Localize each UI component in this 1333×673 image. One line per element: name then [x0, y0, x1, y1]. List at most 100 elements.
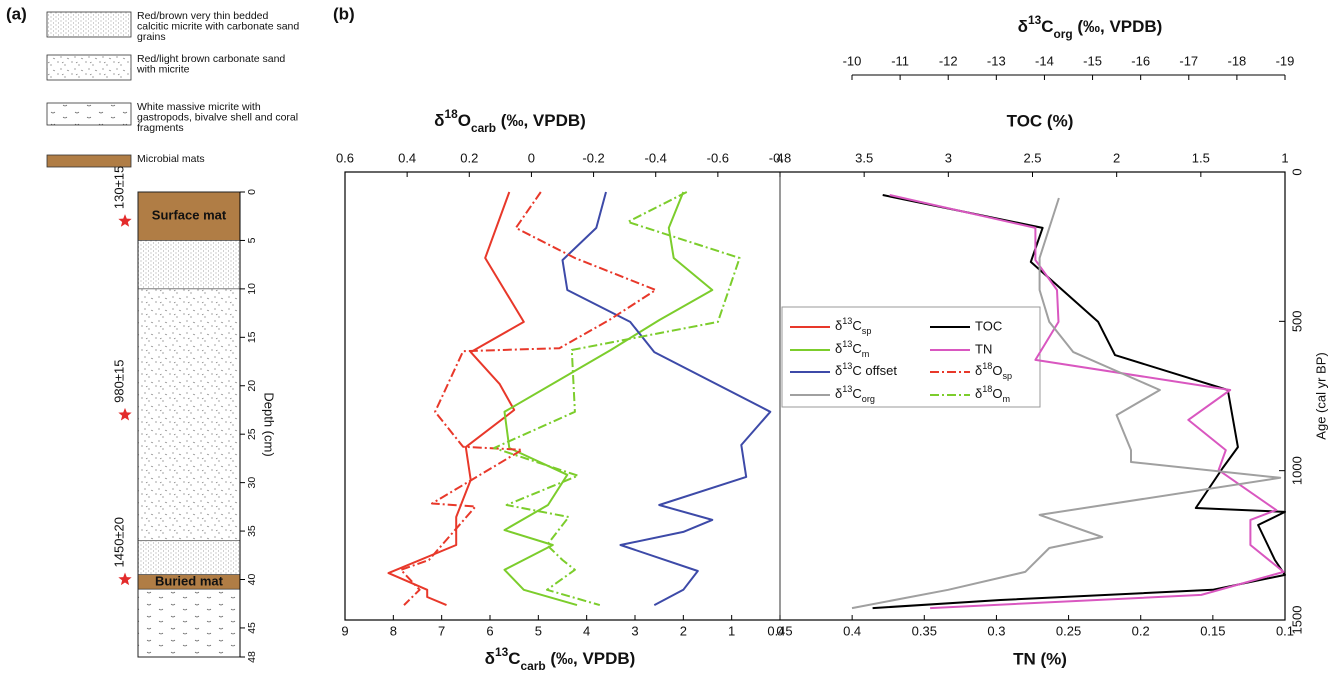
legend-label-sup: 13: [842, 361, 852, 371]
x3-tick-label: -13: [987, 53, 1006, 68]
age-label: 980±15: [111, 360, 126, 403]
plot-frame: [344, 171, 1286, 621]
x3-tick-label: -16: [1131, 53, 1150, 68]
panel-label: (b): [333, 4, 355, 23]
legend-label: δ13Cm: [835, 339, 869, 359]
x3-tick-label: -17: [1179, 53, 1198, 68]
x-tick-label: 0.35: [912, 623, 937, 638]
x2-tick-label: 3: [945, 150, 952, 165]
depth-tick-label: 0: [246, 189, 258, 195]
axis-title: δ18Ocarb (‰, VPDB): [434, 107, 586, 135]
x-tick-label: 3: [631, 623, 638, 638]
axis-title: δ13Corg (‰, VPDB): [1018, 13, 1163, 41]
age-star: [118, 572, 132, 586]
axis-title-part: δ: [434, 111, 444, 130]
legend-swatch: [46, 102, 132, 126]
depth-tick-label: 45: [246, 622, 258, 634]
depth-tick-label: 10: [246, 283, 258, 295]
legend-label: δ13Corg: [835, 384, 875, 404]
legend-label-sub: org: [862, 394, 875, 404]
legend-label-sup: 18: [982, 361, 992, 371]
depth-tick-label: 20: [246, 380, 258, 392]
series-line: [851, 197, 1282, 610]
layer: [137, 540, 241, 575]
legend-label-sub: m: [862, 349, 870, 359]
axis-title-part: δ: [485, 649, 495, 668]
legend-text: gastropods, bivalve shell and coral: [137, 111, 298, 123]
x2-tick-label: 4: [776, 150, 783, 165]
x3-tick-label: -14: [1035, 53, 1054, 68]
layer-label: Buried mat: [155, 573, 224, 588]
panel-label: (a): [6, 4, 27, 23]
legend-box: [781, 306, 1041, 408]
x2-tick-label: 0.2: [460, 150, 478, 165]
x-tick-label: 0.15: [1200, 623, 1225, 638]
legend-label-part: δ: [835, 386, 842, 401]
axis-title-sub: carb: [520, 659, 545, 673]
depth-tick-label: 15: [246, 331, 258, 343]
x3-tick-label: -11: [891, 53, 909, 68]
age-star: [118, 214, 132, 227]
legend-label-sup: 13: [842, 339, 852, 349]
x-tick-label: 0.1: [1276, 623, 1294, 638]
x-tick-label: 0.45: [767, 623, 792, 638]
axis-title-part: (‰, VPDB): [496, 111, 586, 130]
axis-title-sup: 18: [444, 107, 458, 121]
legend-text: calcitic micrite with carbonate sand: [137, 20, 299, 32]
depth-tick-label: 40: [246, 574, 258, 586]
legend-label-part: O: [992, 386, 1002, 401]
legend-text: fragments: [137, 122, 184, 134]
axis-title: δ13Ccarb (‰, VPDB): [485, 645, 636, 673]
x2-tick-label: 2.5: [1023, 150, 1041, 165]
x2-tick-label: -0.8: [769, 150, 791, 165]
axis-title-sub: org: [1053, 27, 1072, 41]
y-tick-label: 1000: [1289, 456, 1304, 485]
x-tick-label: 0.4: [843, 623, 861, 638]
series-line: [387, 191, 525, 607]
series-line: [399, 191, 657, 606]
legend-label: TN: [975, 341, 992, 356]
x-tick-label: 4: [583, 623, 590, 638]
legend-label-part: δ: [975, 363, 982, 378]
legend-label: TOC: [975, 318, 1002, 333]
x2-tick-label: 0.6: [336, 150, 354, 165]
axis-title-sub: carb: [471, 121, 496, 135]
layer-label: Surface mat: [152, 208, 227, 223]
x-tick-label: 9: [341, 623, 348, 638]
x-tick-label: 0.3: [987, 623, 1005, 638]
axis-title-sup: 13: [1028, 13, 1042, 27]
series-line: [889, 194, 1285, 610]
legend-label-part: δ: [835, 318, 842, 333]
legend-label-part: δ: [835, 363, 842, 378]
depth-tick-label: 35: [246, 525, 258, 537]
x3-tick-label: -19: [1276, 53, 1295, 68]
legend-text: White massive micrite with: [137, 101, 261, 113]
series-line: [561, 191, 772, 606]
layer: [137, 588, 241, 658]
depth-axis-label: Depth (cm): [262, 392, 277, 456]
depth-tick-label: 25: [246, 428, 258, 440]
axis-title-part: δ: [1018, 17, 1028, 36]
legend-text: Red/light brown carbonate sand: [137, 53, 285, 65]
depth-tick-label: 5: [246, 237, 258, 243]
legend-label-sub: m: [1003, 394, 1011, 404]
legend-label-sup: 18: [982, 384, 992, 394]
legend-label-sup: 13: [842, 316, 852, 326]
age-star: [118, 407, 132, 421]
legend-text: Microbial mats: [137, 153, 205, 165]
y-axis-title: Age (cal yr BP): [1313, 352, 1328, 439]
legend-label: δ13C offset: [835, 361, 897, 378]
layer: [137, 288, 241, 542]
x-tick-label: 8: [390, 623, 397, 638]
y-tick-label: 500: [1289, 310, 1304, 332]
x3-tick-label: -12: [939, 53, 958, 68]
x2-tick-label: 1.5: [1192, 150, 1210, 165]
axis-title-part: O: [458, 111, 471, 130]
legend-label-sup: 13: [842, 384, 852, 394]
legend-label: δ18Om: [975, 384, 1010, 404]
axis-title-part: C: [1041, 17, 1053, 36]
legend-swatch: [46, 54, 132, 81]
legend-label-part: C offset: [852, 363, 897, 378]
axis-title-sup: 13: [495, 645, 509, 659]
y-tick-label: 0: [1289, 168, 1304, 175]
